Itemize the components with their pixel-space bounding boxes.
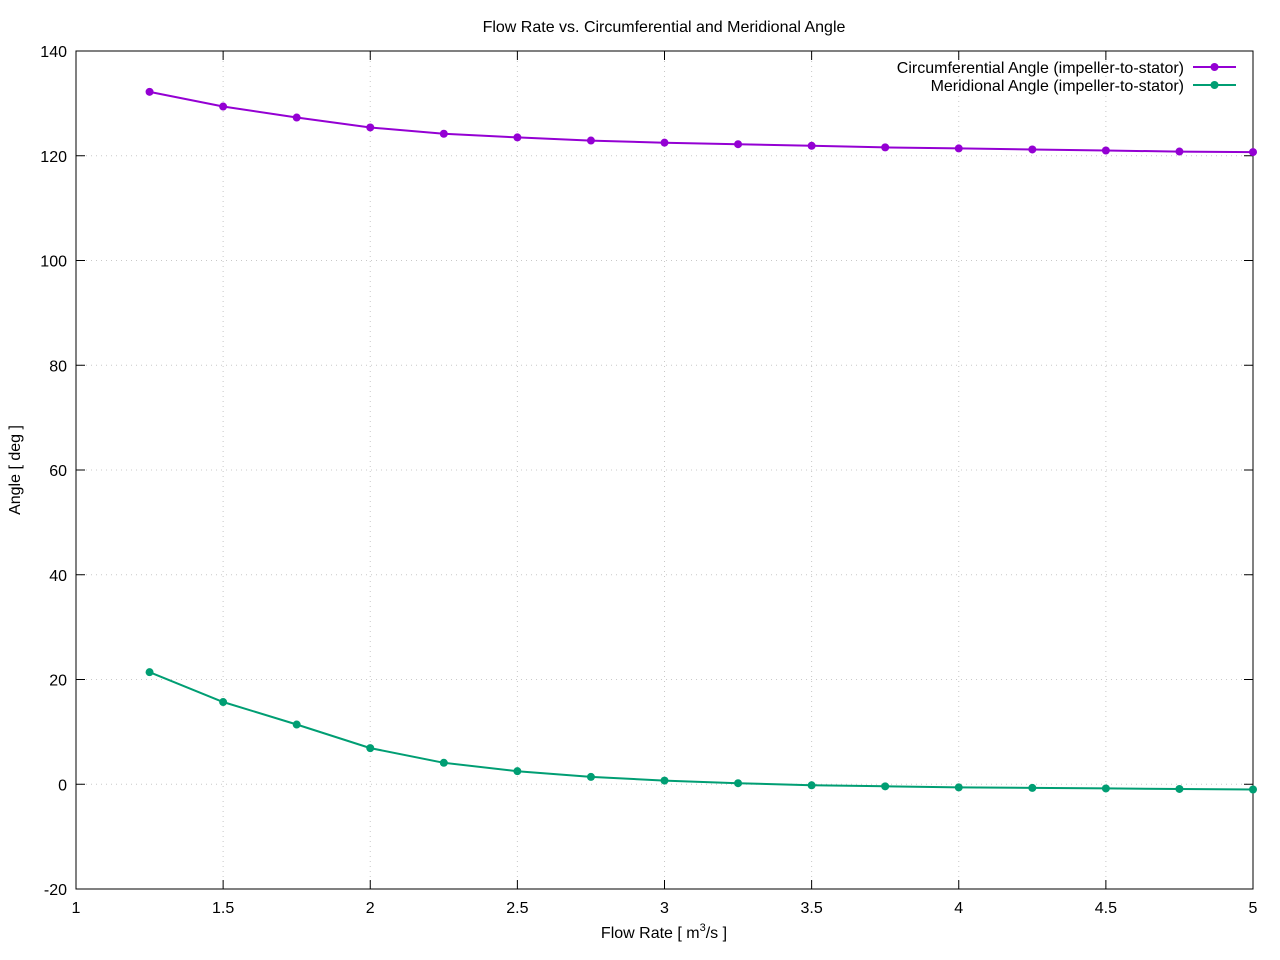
y-tick-label: 0 (58, 777, 67, 794)
x-tick-label: 5 (1249, 900, 1258, 917)
data-point (881, 782, 890, 791)
data-point (954, 783, 963, 792)
y-tick-label: 20 (49, 673, 67, 690)
data-point (734, 779, 743, 788)
data-point (292, 720, 301, 729)
legend-label: Meridional Angle (impeller-to-stator) (931, 78, 1184, 95)
data-point (660, 776, 669, 785)
tick-layer: 1 1.5 2 2.5 3 3.5 4 4.5 5 -20 0 20 40 60 80 100 120 140 (40, 44, 1257, 917)
legend: Circumferential Angle (impeller-to-stato… (897, 60, 1236, 95)
data-point (366, 123, 375, 132)
legend-swatch-marker (1210, 81, 1219, 89)
x-tick-label: 4.5 (1095, 900, 1117, 917)
legend-label: Circumferential Angle (impeller-to-stato… (897, 60, 1184, 77)
y-axis-title: Angle [ deg ] (7, 425, 24, 515)
y-tick-label: 120 (40, 149, 67, 166)
data-point (881, 143, 890, 152)
data-point (219, 698, 228, 707)
x-tick-label: 1.5 (212, 900, 234, 917)
data-point (219, 102, 228, 111)
data-point (145, 668, 154, 677)
data-point (292, 113, 301, 122)
data-point (513, 133, 522, 142)
x-axis-title-suffix: /s ] (706, 925, 727, 942)
y-tick-label: 60 (49, 463, 67, 480)
data-point (513, 767, 522, 776)
data-point (1249, 148, 1257, 157)
x-axis-title: Flow Rate [ m3/s ] (601, 922, 727, 942)
y-tick-label: 80 (49, 358, 67, 375)
data-point (1028, 783, 1037, 792)
x-tick-label: 2.5 (506, 900, 528, 917)
data-point (439, 758, 448, 767)
x-tick-label: 3.5 (801, 900, 823, 917)
data-point (660, 138, 669, 147)
data-point (807, 141, 816, 150)
data-point (954, 144, 963, 153)
x-tick-label: 2 (366, 900, 375, 917)
data-point (734, 140, 743, 149)
data-point (1175, 784, 1184, 793)
data-point (1101, 146, 1110, 155)
grid-layer (76, 51, 1253, 889)
data-point (1101, 784, 1110, 793)
y-tick-label: 100 (40, 254, 67, 271)
data-point (1028, 145, 1037, 154)
x-tick-label: 4 (954, 900, 963, 917)
data-point (1249, 785, 1257, 794)
series-layer (145, 87, 1257, 794)
chart-title: Flow Rate vs. Circumferential and Meridi… (483, 19, 846, 36)
data-point (439, 129, 448, 138)
x-axis-title-sup: 3 (700, 922, 706, 934)
x-tick-label: 3 (660, 900, 669, 917)
x-axis-title-prefix: Flow Rate [ m (601, 925, 700, 942)
legend-swatch-marker (1210, 63, 1219, 71)
x-tick-label: 1 (72, 900, 81, 917)
series-line-1 (149, 90, 1254, 154)
y-tick-label: -20 (44, 882, 67, 899)
series-line-2 (149, 671, 1254, 791)
data-point (586, 772, 595, 781)
data-point (586, 136, 595, 145)
data-point (807, 781, 816, 790)
y-tick-label: 140 (40, 44, 67, 61)
y-tick-label: 40 (49, 568, 67, 585)
data-point (145, 87, 154, 96)
data-point (1175, 147, 1184, 156)
data-point (366, 744, 375, 753)
